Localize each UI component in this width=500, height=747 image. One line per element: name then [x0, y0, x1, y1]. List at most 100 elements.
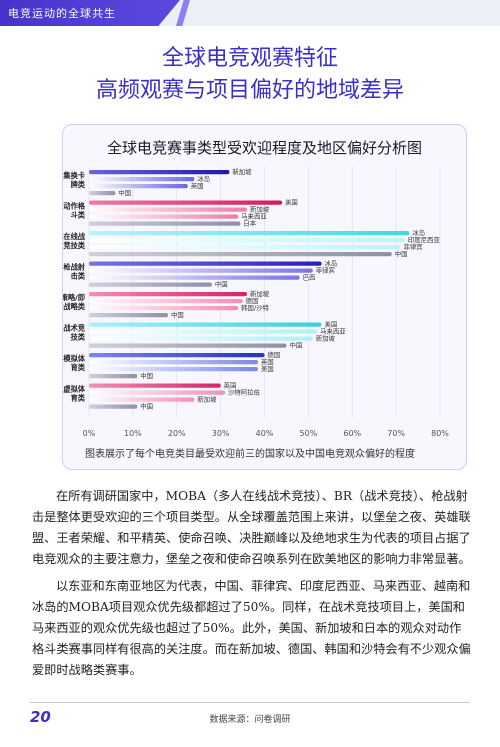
- bar-label: 英国: [191, 181, 204, 190]
- bar: [89, 306, 239, 311]
- section-label: 电竞运动的全球共生: [8, 7, 116, 20]
- bar: [89, 275, 300, 280]
- bar-label: 中国: [140, 402, 153, 411]
- x-tick-label: 50%: [299, 429, 317, 438]
- bar-label: 巴西: [303, 274, 316, 282]
- category-label: 时战略类: [63, 302, 86, 311]
- bar: [89, 268, 313, 273]
- bar: [89, 367, 258, 372]
- bar-label: 新加坡: [232, 167, 252, 176]
- bar-label: 新加坡: [316, 334, 336, 343]
- x-tick-label: 30%: [212, 429, 230, 438]
- category-label: 动作格: [63, 202, 85, 211]
- bar-label: 日本: [243, 219, 256, 228]
- bar: [89, 397, 195, 402]
- body-paragraph-1: 在所有调研国家中，MOBA（多人在线战术竞技）、BR（战术竞技）、枪战射击是整体…: [32, 489, 471, 566]
- category-label: 集换卡: [63, 171, 85, 180]
- category-label: 育类: [71, 363, 86, 372]
- category-label: 牌类: [71, 180, 86, 189]
- chart-caption: 图表展示了每个电竞类目最受欢迎前三的国家以及中国电竞观众偏好的程度: [85, 449, 415, 460]
- x-tick-label: 80%: [431, 429, 449, 438]
- bar-label: 中国: [171, 310, 184, 319]
- category-label: 策略/即: [63, 293, 85, 302]
- bar: [89, 177, 195, 182]
- bar: [89, 245, 401, 250]
- bar-chart: 0% 10% 20% 30% 40% 50% 60% 70% 80%集换卡牌类新加坡冰岛英国中国…: [63, 166, 449, 438]
- bar: [89, 360, 258, 365]
- bar-label: 马来西亚: [320, 328, 346, 336]
- category-label: 育类: [71, 394, 86, 403]
- bar-label: 印度尼西亚: [408, 235, 441, 244]
- bar-label: 冰岛: [197, 174, 210, 183]
- bar: [89, 231, 410, 236]
- footer-divider: [30, 702, 470, 703]
- bar-label: 新加坡: [250, 289, 270, 298]
- bar-label: 中国: [118, 188, 131, 197]
- bar-label: 英国: [261, 357, 274, 366]
- bar: [89, 404, 138, 409]
- x-tick-label: 60%: [343, 429, 361, 438]
- bar: [89, 390, 226, 395]
- bar-label: 新加坡: [250, 205, 270, 214]
- category-label: 斗类: [71, 211, 86, 220]
- bar-label: 菲律宾: [316, 266, 335, 275]
- page-number: 20: [30, 708, 51, 726]
- section-tab: [0, 0, 180, 26]
- chart-title: 全球电竞赛事类型受欢迎程度及地区偏好分析图: [106, 139, 422, 157]
- bar-label: 美国: [285, 198, 298, 207]
- bar-label: 冰岛: [325, 259, 338, 268]
- page-title-line2: 高频观赛与项目偏好的地域差异: [95, 78, 404, 103]
- category-label: 技类: [71, 333, 86, 342]
- bar: [89, 292, 247, 297]
- x-tick-label: 70%: [387, 429, 405, 438]
- bar: [89, 184, 188, 189]
- bar-label: 中国: [140, 371, 153, 380]
- bar-label: 沙特阿拉伯: [228, 388, 260, 397]
- category-label: 模拟体: [63, 354, 85, 363]
- bar: [89, 252, 392, 257]
- bar: [89, 191, 116, 196]
- bar: [89, 207, 247, 212]
- bar-label: 美国: [325, 320, 338, 329]
- x-tick-label: 10%: [124, 429, 142, 438]
- x-tick-label: 20%: [168, 429, 186, 438]
- bar: [89, 238, 405, 243]
- bar-label: 英国: [224, 381, 237, 390]
- bar-label: 新加坡: [197, 395, 217, 404]
- bar-label: 马来西亚: [241, 213, 267, 221]
- bar: [89, 336, 313, 341]
- body-paragraph-2: 以东亚和东南亚地区为代表，中国、菲律宾、印度尼西亚、马来西亚、越南和冰岛的MOB…: [32, 579, 471, 677]
- header-bar: 电竞运动的全球共生: [0, 0, 500, 26]
- chart-card: 全球电竞赛事类型受欢迎程度及地区偏好分析图 0% 10% 20% 30% 40% 50% 6…: [62, 124, 467, 470]
- bar: [89, 261, 322, 266]
- bar-label: 菲律宾: [404, 242, 423, 251]
- bar: [89, 374, 138, 379]
- bar: [89, 299, 243, 304]
- bar: [89, 313, 168, 318]
- bar: [89, 221, 241, 226]
- page-title-line1: 全球电竞观赛特征: [161, 46, 338, 71]
- x-tick-label: 40%: [256, 429, 274, 438]
- bar-label: 中国: [395, 249, 408, 258]
- category-label: 多人在线战: [63, 232, 86, 241]
- bar-label: 美国: [261, 364, 274, 373]
- bar-label: 德国: [246, 296, 259, 305]
- bar-label: 中国: [289, 341, 302, 350]
- data-source-note: 数据来源：问卷调研: [209, 715, 291, 725]
- bar-label: 中国: [215, 280, 228, 289]
- bar: [89, 322, 322, 327]
- x-tick-label: 0%: [83, 429, 96, 438]
- bar-label: 德国: [268, 350, 281, 359]
- bar: [89, 353, 265, 358]
- bar: [89, 329, 318, 334]
- category-label: 击类: [71, 272, 86, 281]
- section-tab-accent: [176, 0, 190, 26]
- bar: [89, 170, 230, 175]
- category-label: 枪战射: [63, 263, 85, 272]
- category-label: 虚拟体: [63, 385, 85, 394]
- bar: [89, 282, 212, 287]
- bar: [89, 214, 239, 219]
- bar: [89, 343, 287, 348]
- bar-label: 冰岛: [412, 228, 425, 237]
